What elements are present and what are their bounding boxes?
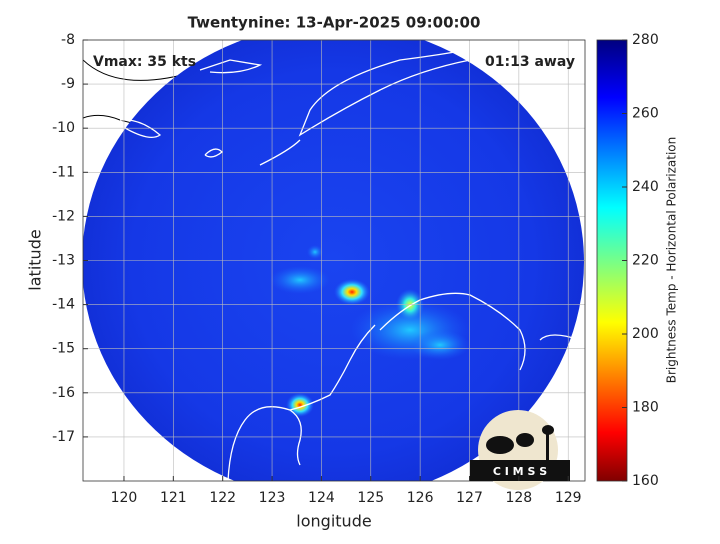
cimss-logo: C I M S S — [470, 410, 570, 490]
colorbar-tick-label: 200 — [632, 326, 659, 342]
convection — [410, 330, 470, 360]
x-tick-label: 129 — [555, 490, 582, 506]
map-title: Twentynine: 13-Apr-2025 09:00:00 — [188, 14, 481, 32]
y-tick-label: -12 — [52, 208, 75, 224]
x-tick-label: 127 — [456, 490, 483, 506]
colorbar-label: Brightness Temp - Horizontal Polarizatio… — [665, 137, 679, 384]
x-tick-label: 120 — [111, 490, 138, 506]
x-tick-label: 123 — [259, 490, 286, 506]
y-axis-label: latitude — [26, 229, 45, 290]
y-tick-label: -8 — [61, 32, 75, 48]
colorbar-tick-label: 280 — [632, 32, 659, 48]
x-tick-label: 121 — [160, 490, 187, 506]
colorbar-tick-label: 260 — [632, 106, 659, 122]
grid — [83, 39, 585, 481]
colorbar-tick-label: 220 — [632, 253, 659, 269]
colorbar-tick-label: 180 — [632, 400, 659, 416]
x-axis-label: longitude — [296, 512, 371, 531]
y-tick-label: -14 — [52, 297, 75, 313]
x-tick-label: 125 — [357, 490, 384, 506]
y-tick-label: -9 — [61, 76, 75, 92]
y-tick-label: -13 — [52, 253, 75, 269]
y-tick-label: -11 — [52, 164, 75, 180]
time-away-label: 01:13 away — [485, 54, 575, 70]
logo-text: C I M S S — [493, 465, 547, 478]
convection — [334, 279, 370, 305]
x-tick-label: 122 — [209, 490, 236, 506]
convection — [270, 266, 330, 294]
y-tick-label: -10 — [52, 120, 75, 136]
coastlines — [119, 47, 581, 481]
x-tick-label: 128 — [505, 490, 532, 506]
vmax-label: Vmax: 35 kts — [93, 54, 196, 70]
x-tick-label: 126 — [407, 490, 434, 506]
convection — [307, 245, 323, 259]
y-tick-label: -17 — [52, 429, 75, 445]
x-tick-label: 124 — [308, 490, 335, 506]
convection — [286, 393, 314, 417]
colorbar-tick-label: 160 — [632, 473, 659, 489]
y-tick-label: -16 — [52, 385, 75, 401]
y-tick-label: -15 — [52, 341, 75, 357]
colorbar-tick-label: 240 — [632, 179, 659, 195]
